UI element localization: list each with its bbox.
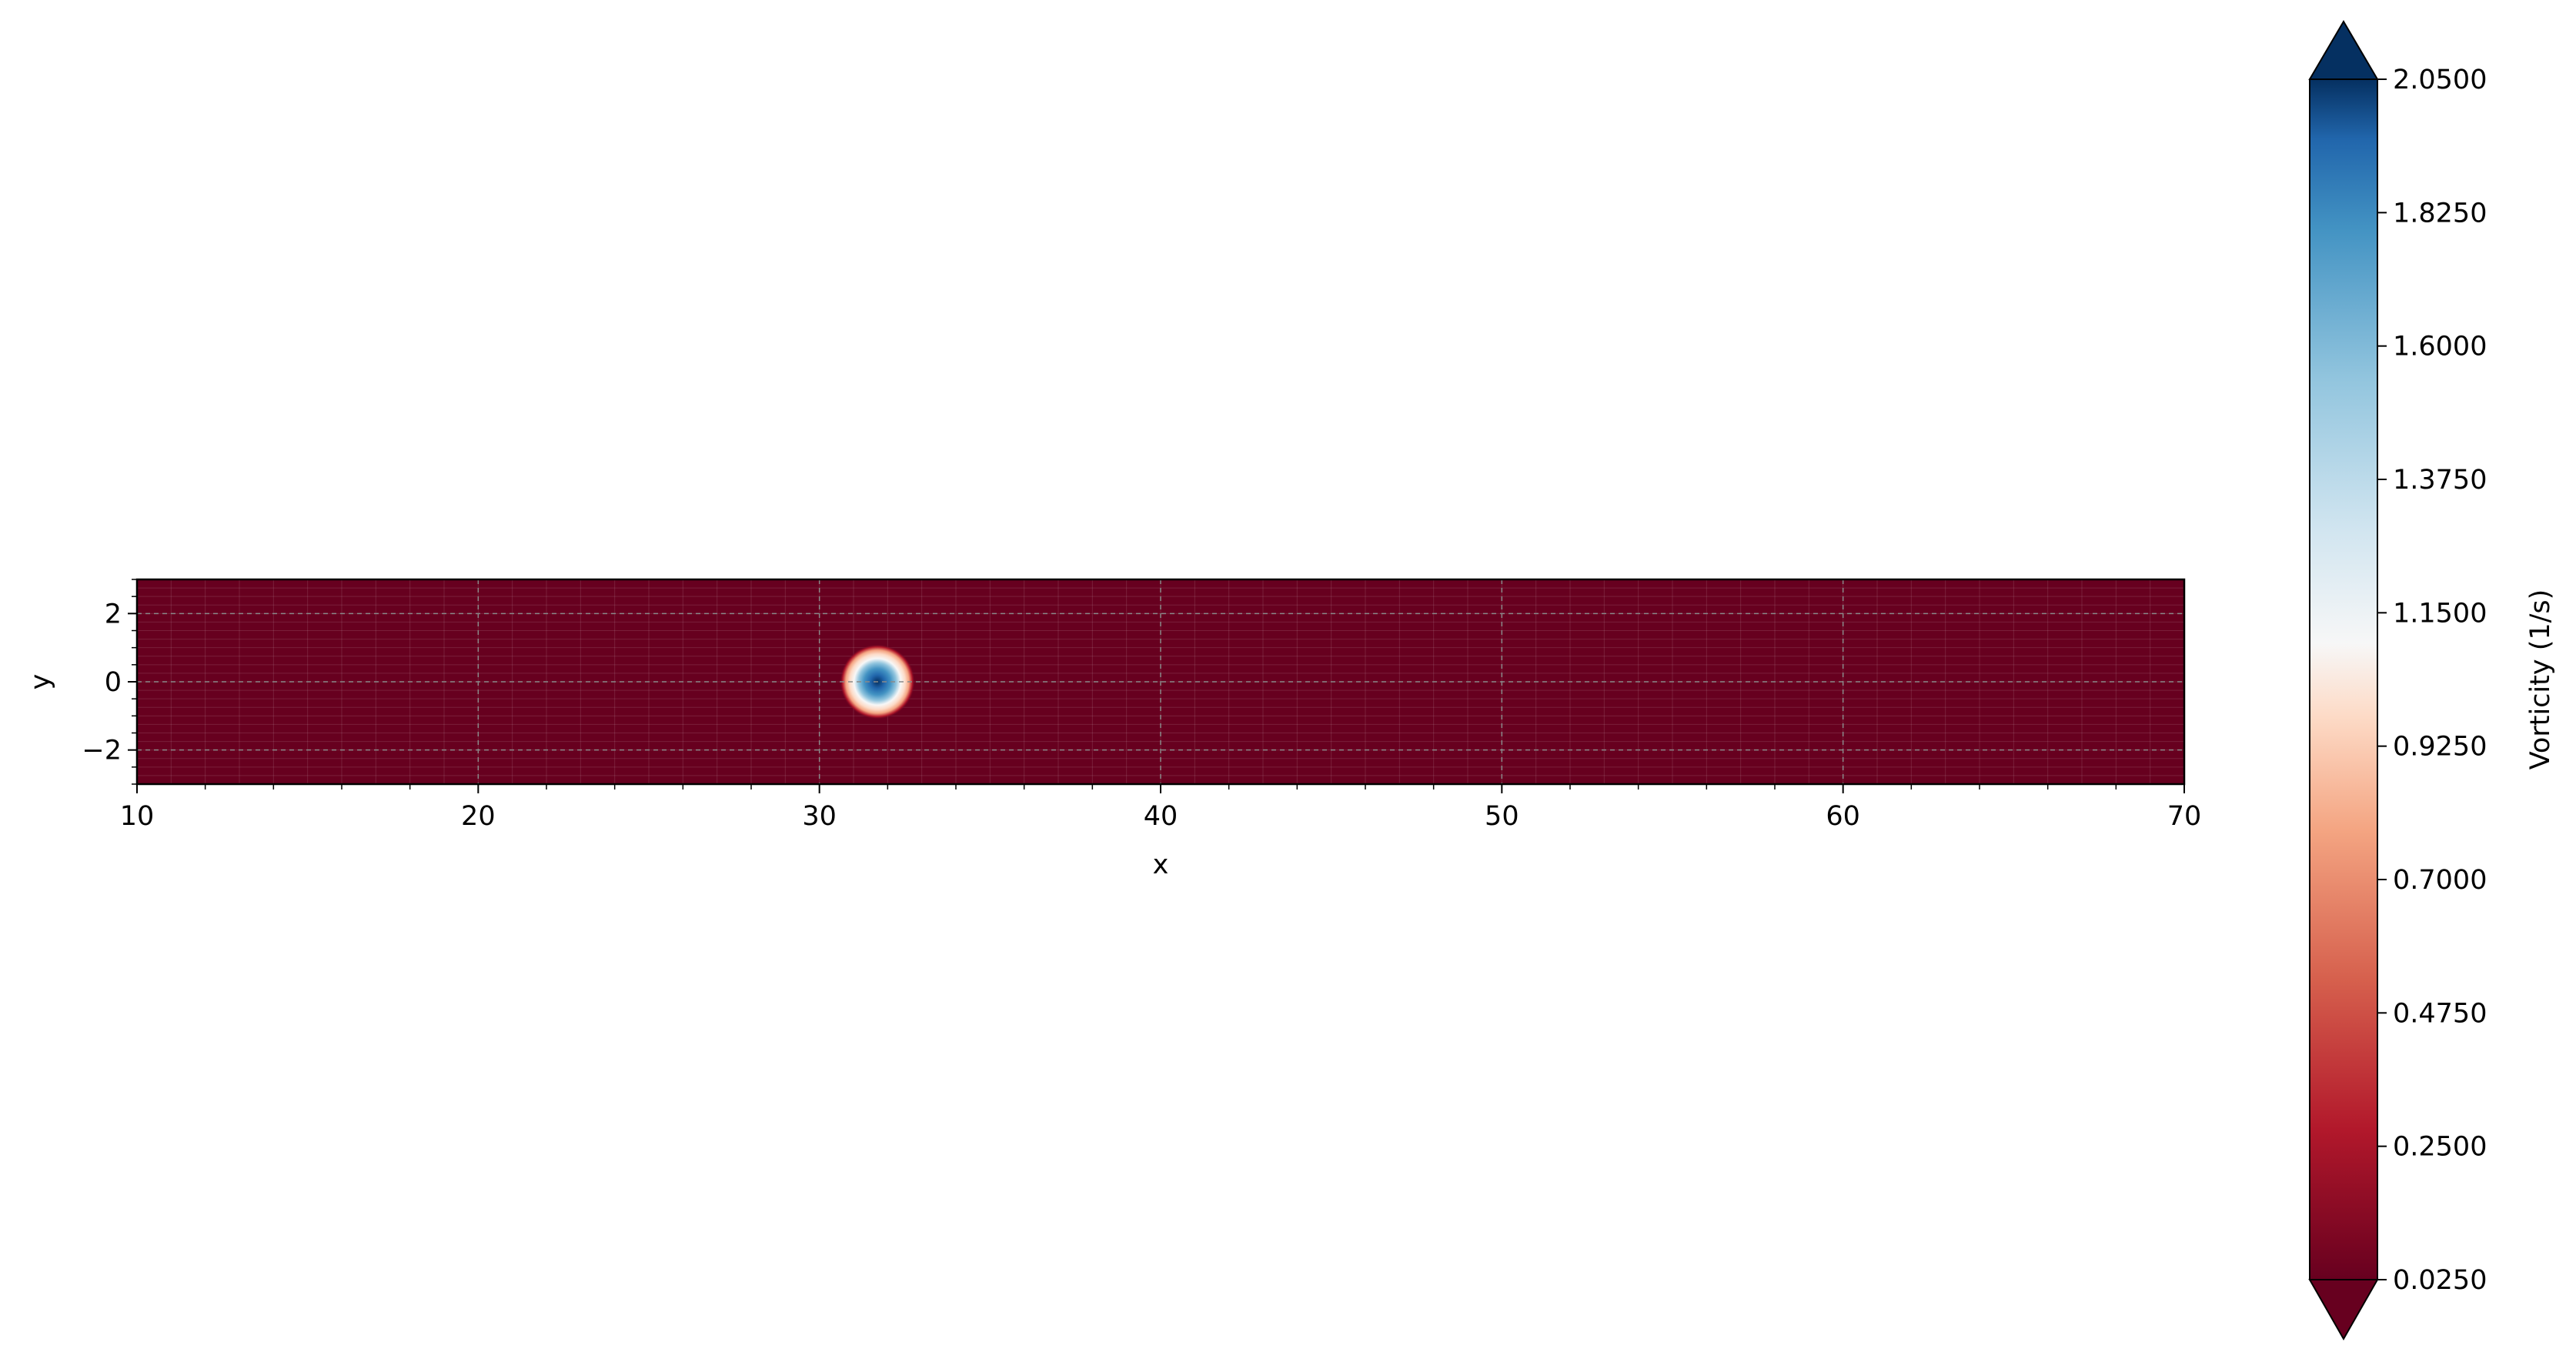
x-axis-label: x — [1153, 850, 1169, 880]
colorbar-ticks: 0.0250 0.2500 0.4750 0.7000 0.9250 1.1500 1.37… — [2377, 65, 2487, 1296]
y-tick-label: 2 — [105, 599, 122, 629]
colorbar-tick-label: 0.9250 — [2393, 732, 2487, 763]
colorbar: 0.0250 0.2500 0.4750 0.7000 0.9250 1.1500 1.37… — [2308, 20, 2556, 1341]
x-tick-label: 50 — [1485, 801, 1519, 832]
x-tick-label: 30 — [802, 801, 837, 832]
colorbar-tick-label: 0.2500 — [2393, 1132, 2487, 1163]
colorbar-extend-bottom — [2308, 1279, 2379, 1341]
colorbar-tick-label: 0.7000 — [2393, 865, 2487, 896]
colorbar-gradient — [2310, 79, 2377, 1280]
heatmap-plot-area — [135, 578, 2186, 786]
y-axis-label: y — [25, 674, 56, 690]
x-tick-label: 20 — [461, 801, 496, 832]
colorbar-tick-label: 0.4750 — [2393, 998, 2487, 1029]
colorbar-tick-label: 0.0250 — [2393, 1265, 2487, 1296]
colorbar-frame — [2309, 78, 2378, 1280]
grid-lines — [137, 579, 2184, 784]
colorbar-tick-label: 1.8250 — [2393, 198, 2487, 229]
colorbar-label: Vorticity (1/s) — [2525, 589, 2556, 770]
colorbar-tick-label: 1.1500 — [2393, 598, 2487, 629]
y-axis-ticks: −2 0 2 — [82, 599, 137, 766]
y-axis-minor-ticks — [132, 579, 137, 785]
colorbar-extend-top — [2308, 20, 2379, 80]
x-tick-label: 10 — [120, 801, 155, 832]
x-tick-label: 70 — [2167, 801, 2202, 832]
colorbar-tick-label: 2.0500 — [2393, 65, 2487, 95]
colorbar-tick-label: 1.6000 — [2393, 332, 2487, 362]
x-tick-label: 40 — [1144, 801, 1178, 832]
x-axis-minor-ticks — [204, 784, 2117, 789]
x-tick-label: 60 — [1826, 801, 1860, 832]
colorbar-tick-label: 1.3750 — [2393, 465, 2487, 496]
y-tick-label: 0 — [105, 667, 122, 698]
x-axis-ticks: 10 20 30 40 50 60 70 — [120, 784, 2202, 832]
y-tick-label: −2 — [82, 736, 122, 766]
